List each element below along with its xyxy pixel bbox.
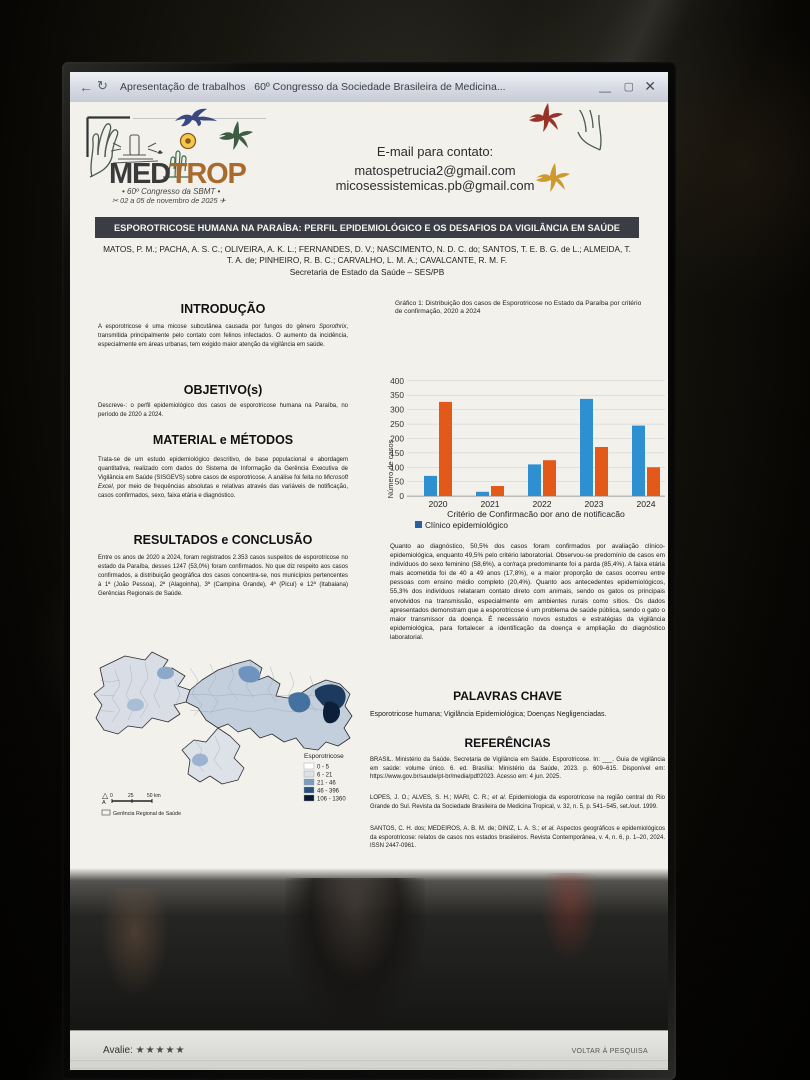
svg-text:2022: 2022 [532,499,551,509]
svg-text:0 - 5: 0 - 5 [317,765,330,771]
svg-text:400: 400 [390,376,404,386]
svg-text:A: A [102,800,106,806]
svg-text:46 - 396: 46 - 396 [317,789,340,795]
svg-text:106 - 1360: 106 - 1360 [317,797,346,803]
svg-text:0: 0 [399,491,404,501]
svg-text:6 - 21: 6 - 21 [317,773,333,779]
svg-text:350: 350 [390,390,404,400]
svg-text:✂ 02 a 05 de novembro de 2025: ✂ 02 a 05 de novembro de 2025 ✈ [112,196,227,205]
svg-text:2024: 2024 [636,499,655,509]
svg-text:25: 25 [128,793,134,799]
svg-text:Gerência Regional de Saúde: Gerência Regional de Saúde [113,811,181,817]
svg-text:MEDTROP: MEDTROP [109,158,246,190]
svg-text:Número de casos: Número de casos [386,439,395,498]
svg-text:2020: 2020 [428,499,447,509]
svg-text:2023: 2023 [584,499,603,509]
svg-text:21 - 46: 21 - 46 [317,781,336,787]
svg-text:50: 50 [395,477,405,487]
svg-text:Critério de Confirmação por an: Critério de Confirmação por ano de notif… [447,509,625,517]
svg-text:250: 250 [390,419,404,429]
svg-text:0: 0 [110,793,113,799]
svg-text:2021: 2021 [480,499,499,509]
svg-text:50 km: 50 km [147,793,161,799]
svg-text:• 60º Congresso da SBMT •: • 60º Congresso da SBMT • [122,187,221,196]
svg-text:300: 300 [390,405,404,415]
svg-text:△: △ [102,791,109,800]
svg-text:Esporotricose: Esporotricose [304,753,344,760]
